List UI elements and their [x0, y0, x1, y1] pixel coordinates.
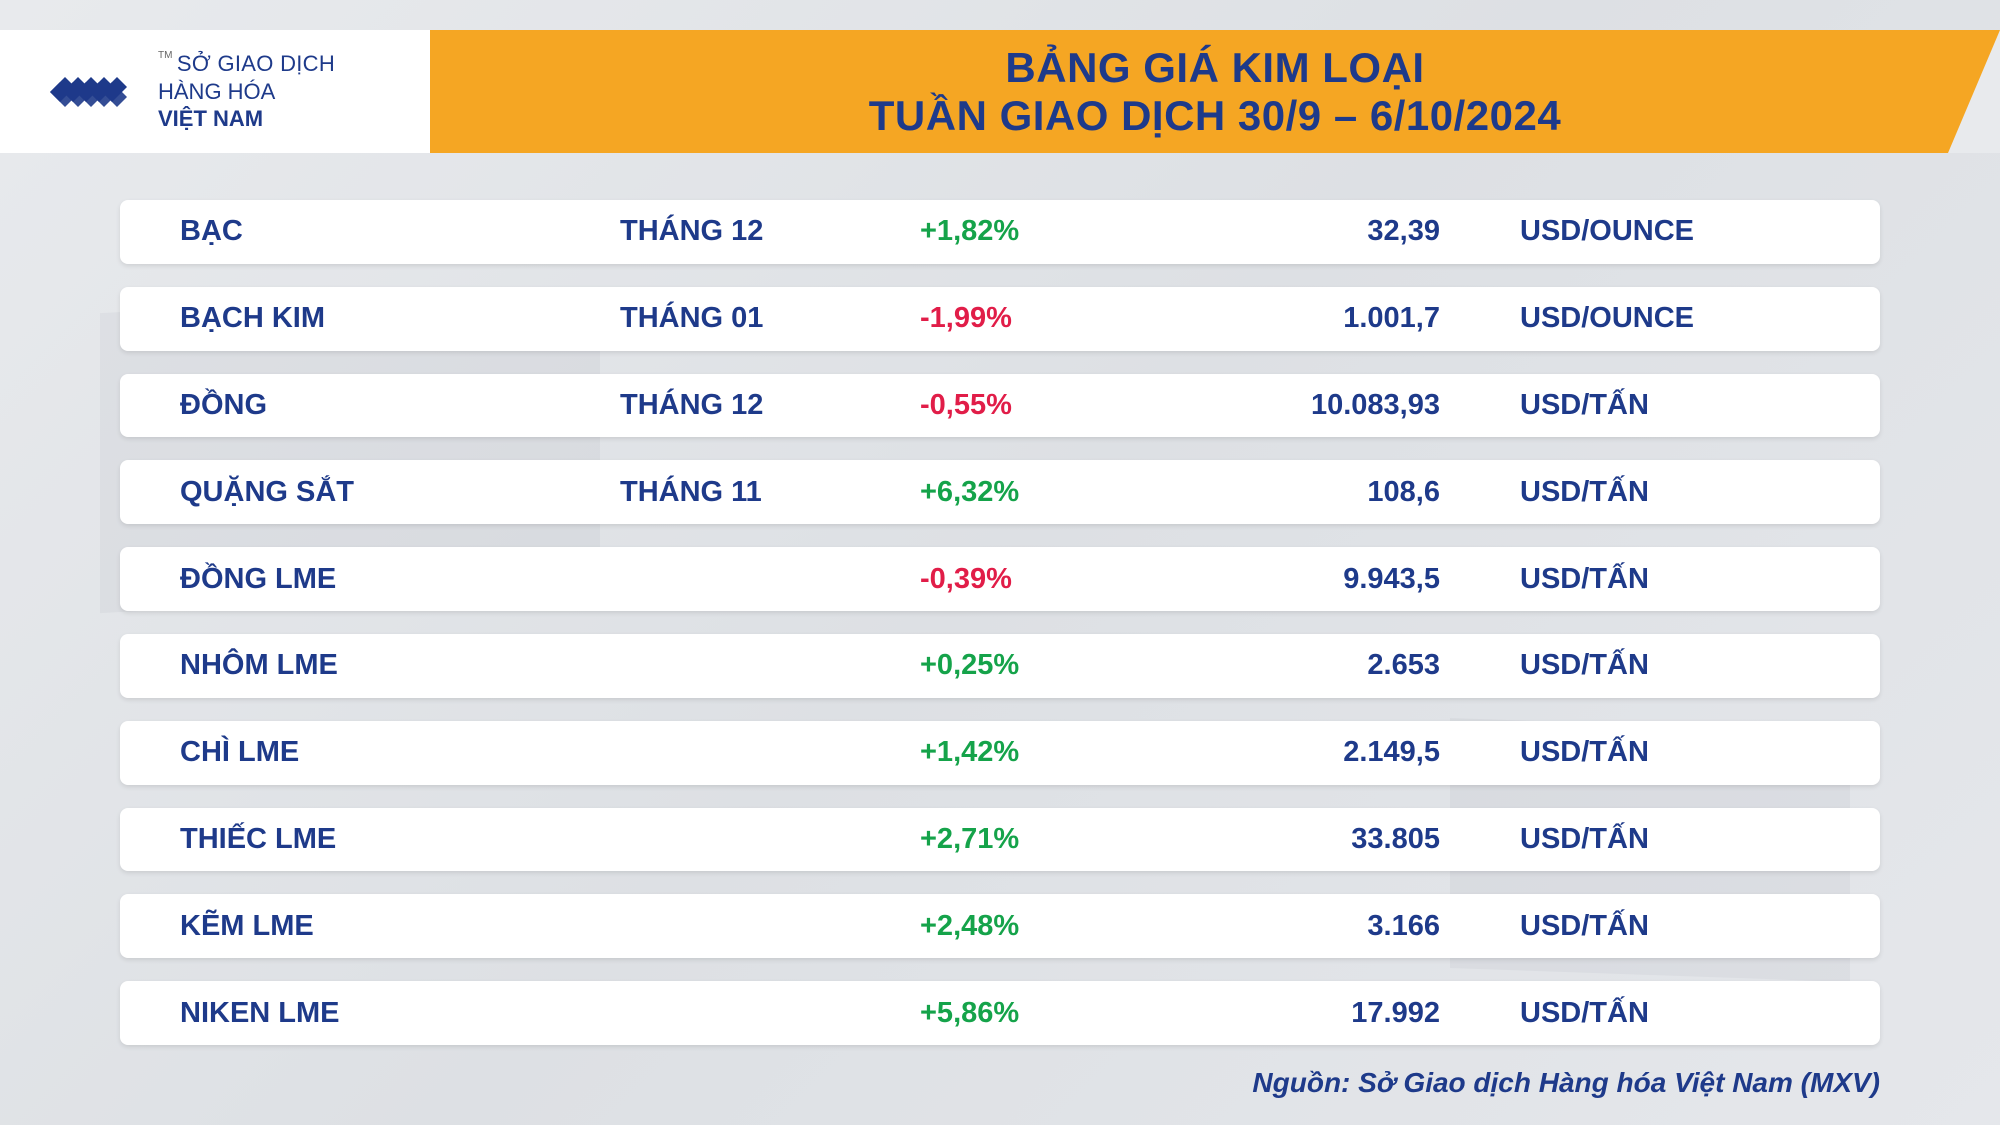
logo-text: TM SỞ GIAO DỊCH HÀNG HÓA VIỆT NAM	[158, 50, 335, 133]
table-row: KẼM LME +2,48%3.166USD/TẤN	[120, 894, 1880, 958]
percent-change: +6,32%	[920, 476, 1160, 509]
title-line2: TUẦN GIAO DỊCH 30/9 – 6/10/2024	[869, 92, 1561, 140]
commodity-name: BẠCH KIM	[120, 302, 620, 335]
price-value: 10.083,93	[1160, 389, 1480, 422]
percent-change: +5,86%	[920, 997, 1160, 1030]
table-row: BẠCTHÁNG 12+1,82%32,39USD/OUNCE	[120, 200, 1880, 264]
price-unit: USD/TẤN	[1480, 910, 1880, 943]
commodity-name: THIẾC LME	[120, 823, 620, 856]
percent-change: +0,25%	[920, 649, 1160, 682]
price-unit: USD/TẤN	[1480, 476, 1880, 509]
price-table: BẠCTHÁNG 12+1,82%32,39USD/OUNCEBẠCH KIMT…	[120, 200, 1880, 1045]
logo-line2: HÀNG HÓA	[158, 78, 335, 106]
percent-change: -0,39%	[920, 563, 1160, 596]
price-value: 3.166	[1160, 910, 1480, 943]
price-value: 33.805	[1160, 823, 1480, 856]
logo-block: TM SỞ GIAO DỊCH HÀNG HÓA VIỆT NAM	[0, 30, 430, 153]
commodity-name: NIKEN LME	[120, 997, 620, 1030]
price-value: 17.992	[1160, 997, 1480, 1030]
logo-tm: TM	[158, 50, 172, 61]
header: TM SỞ GIAO DỊCH HÀNG HÓA VIỆT NAM BẢNG G…	[0, 30, 2000, 153]
table-row: CHÌ LME +1,42%2.149,5USD/TẤN	[120, 721, 1880, 785]
contract-month: THÁNG 11	[620, 476, 920, 509]
price-value: 2.149,5	[1160, 736, 1480, 769]
percent-change: -1,99%	[920, 302, 1160, 335]
price-value: 2.653	[1160, 649, 1480, 682]
price-value: 9.943,5	[1160, 563, 1480, 596]
commodity-name: CHÌ LME	[120, 736, 620, 769]
commodity-name: QUẶNG SẮT	[120, 476, 620, 509]
price-unit: USD/TẤN	[1480, 389, 1880, 422]
commodity-name: KẼM LME	[120, 910, 620, 943]
table-row: NIKEN LME +5,86%17.992USD/TẤN	[120, 981, 1880, 1045]
logo-line3: VIỆT NAM	[158, 105, 335, 133]
source-attribution: Nguồn: Sở Giao dịch Hàng hóa Việt Nam (M…	[1252, 1067, 1880, 1099]
price-unit: USD/TẤN	[1480, 736, 1880, 769]
commodity-name: ĐỒNG	[120, 389, 620, 422]
price-unit: USD/TẤN	[1480, 563, 1880, 596]
price-value: 1.001,7	[1160, 302, 1480, 335]
table-row: QUẶNG SẮTTHÁNG 11+6,32%108,6USD/TẤN	[120, 460, 1880, 524]
percent-change: +2,48%	[920, 910, 1160, 943]
price-unit: USD/TẤN	[1480, 649, 1880, 682]
percent-change: +1,82%	[920, 215, 1160, 248]
price-unit: USD/TẤN	[1480, 823, 1880, 856]
percent-change: +1,42%	[920, 736, 1160, 769]
table-row: NHÔM LME +0,25%2.653USD/TẤN	[120, 634, 1880, 698]
price-unit: USD/OUNCE	[1480, 302, 1880, 335]
price-value: 108,6	[1160, 476, 1480, 509]
percent-change: +2,71%	[920, 823, 1160, 856]
title-line1: BẢNG GIÁ KIM LOẠI	[1005, 44, 1424, 92]
table-row: ĐỒNGTHÁNG 12-0,55%10.083,93USD/TẤN	[120, 374, 1880, 438]
commodity-name: ĐỒNG LME	[120, 563, 620, 596]
table-row: ĐỒNG LME -0,39%9.943,5USD/TẤN	[120, 547, 1880, 611]
contract-month: THÁNG 12	[620, 389, 920, 422]
contract-month: THÁNG 12	[620, 215, 920, 248]
logo-line1: SỞ GIAO DỊCH	[177, 51, 335, 76]
commodity-name: BẠC	[120, 215, 620, 248]
price-unit: USD/OUNCE	[1480, 215, 1880, 248]
table-row: THIẾC LME +2,71%33.805USD/TẤN	[120, 808, 1880, 872]
title-band: BẢNG GIÁ KIM LOẠI TUẦN GIAO DỊCH 30/9 – …	[430, 30, 2000, 153]
table-row: BẠCH KIMTHÁNG 01-1,99%1.001,7USD/OUNCE	[120, 287, 1880, 351]
percent-change: -0,55%	[920, 389, 1160, 422]
price-unit: USD/TẤN	[1480, 997, 1880, 1030]
price-value: 32,39	[1160, 215, 1480, 248]
commodity-name: NHÔM LME	[120, 649, 620, 682]
contract-month: THÁNG 01	[620, 302, 920, 335]
mxv-logo-icon	[45, 52, 140, 132]
